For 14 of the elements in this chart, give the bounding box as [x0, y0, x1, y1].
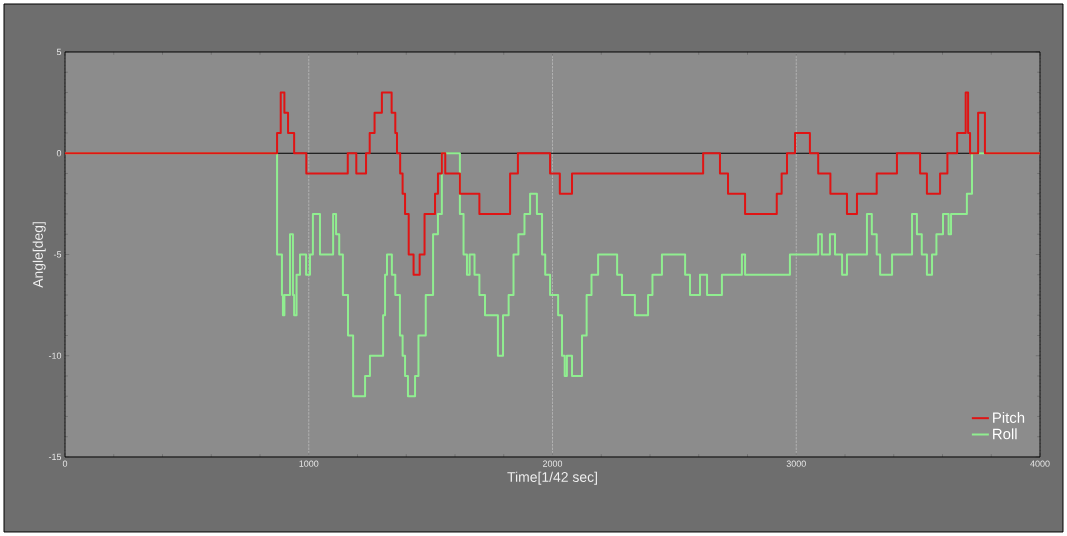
y-tick-label: -15	[48, 453, 62, 461]
x-tick-label: 4000	[1030, 460, 1050, 467]
y-tick-label: -5	[53, 251, 62, 258]
legend-label: Roll	[993, 428, 1017, 440]
y-axis-title: Angle[deg]	[32, 222, 46, 288]
x-tick-label: 3000	[786, 460, 806, 467]
legend-label: Pitch	[993, 412, 1025, 423]
y-tick-label: 5	[56, 48, 62, 56]
y-tick-label: -10	[48, 352, 62, 359]
x-tick-label: 0	[62, 460, 68, 467]
x-tick-label: 2000	[542, 460, 563, 467]
x-tick-label: 1000	[299, 460, 319, 467]
y-tick-label: 0	[56, 150, 62, 157]
x-axis-title: Time[1/42 sec]	[507, 471, 597, 485]
